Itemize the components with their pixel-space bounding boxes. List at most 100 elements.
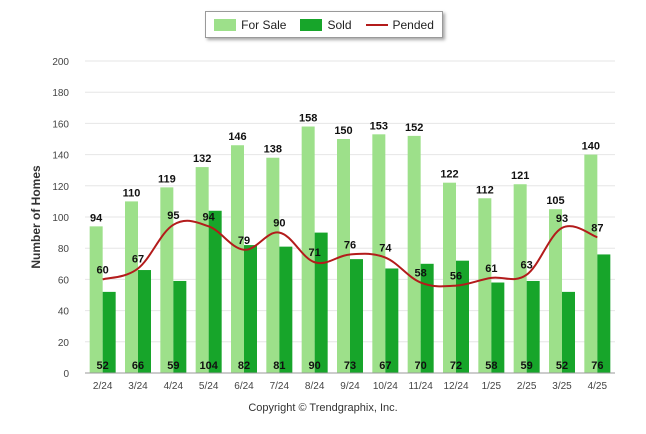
sold-bar[interactable] (173, 280, 187, 373)
legend-item-pended[interactable]: Pended (365, 17, 434, 32)
y-tick-label: 20 (58, 338, 70, 349)
sold-value-label: 76 (591, 360, 603, 372)
legend: For Sale Sold Pended (205, 11, 443, 38)
for-sale-bar[interactable] (195, 167, 209, 373)
for-sale-value-label: 150 (334, 125, 352, 137)
pended-line[interactable] (102, 219, 598, 288)
for-sale-value-label: 140 (582, 141, 600, 153)
x-tick-label: 12/24 (443, 381, 468, 392)
for-sale-value-label: 105 (546, 195, 564, 207)
for-sale-value-label: 138 (264, 144, 282, 156)
for-sale-bar[interactable] (549, 209, 562, 373)
x-tick-label: 3/24 (128, 381, 148, 392)
for-sale-bar[interactable] (584, 154, 598, 373)
for-sale-value-label: 122 (440, 169, 458, 181)
sold-bar[interactable] (562, 291, 575, 373)
y-tick-label: 0 (63, 369, 69, 380)
pended-value-label: 71 (309, 247, 321, 259)
sold-value-label: 104 (199, 360, 218, 372)
for-sale-value-label: 94 (90, 212, 103, 224)
sold-bar[interactable] (208, 210, 222, 373)
pended-value-label: 60 (97, 264, 109, 276)
y-tick-label: 120 (52, 182, 69, 193)
legend-label-for-sale: For Sale (241, 17, 287, 32)
for-sale-bar[interactable] (372, 134, 386, 373)
x-tick-label: 9/24 (340, 381, 360, 392)
for-sale-bar[interactable] (125, 201, 138, 373)
x-tick-label: 8/24 (305, 381, 325, 392)
pended-value-label: 93 (556, 213, 568, 225)
sold-value-label: 67 (379, 360, 391, 372)
sold-bar[interactable] (138, 270, 151, 373)
pended-value-label: 95 (167, 210, 179, 222)
x-tick-label: 2/24 (93, 381, 113, 392)
for-sale-bar[interactable] (266, 157, 280, 373)
pended-value-label: 94 (203, 211, 216, 223)
x-tick-label: 4/24 (164, 381, 184, 392)
for-sale-bar[interactable] (231, 145, 244, 373)
sold-value-label: 70 (415, 360, 427, 372)
sold-bar[interactable] (314, 232, 328, 373)
pended-value-label: 58 (415, 268, 427, 280)
for-sale-bar[interactable] (478, 198, 492, 373)
sold-value-label: 73 (344, 360, 356, 372)
pended-value-label: 63 (521, 260, 533, 272)
for-sale-bar[interactable] (301, 126, 315, 374)
y-tick-label: 180 (52, 88, 69, 99)
sold-value-label: 90 (309, 360, 321, 372)
y-tick-label: 40 (58, 307, 70, 318)
sold-bar[interactable] (420, 263, 434, 373)
sold-value-label: 58 (485, 360, 497, 372)
x-axis-ticks: 2/24 3/24 4/24 5/24 6/24 7/24 8/24 9/24 10/24 11/… (93, 381, 608, 392)
y-tick-label: 160 (52, 119, 69, 130)
sold-bar[interactable] (526, 280, 540, 373)
legend-label-pended: Pended (392, 17, 434, 32)
y-tick-label: 200 (52, 57, 69, 68)
for-sale-value-label: 112 (476, 184, 494, 196)
legend-label-sold: Sold (327, 17, 352, 32)
pended-value-label: 61 (485, 263, 497, 275)
sold-value-label: 52 (556, 360, 568, 372)
pended-value-label: 87 (591, 222, 603, 234)
legend-item-sold[interactable]: Sold (300, 17, 352, 32)
pended-value-label: 74 (379, 243, 392, 255)
x-tick-label: 11/24 (409, 381, 434, 392)
sold-bar[interactable] (102, 291, 116, 373)
y-tick-label: 100 (52, 213, 69, 224)
y-tick-label: 60 (58, 275, 70, 286)
for-sale-bar[interactable] (443, 182, 456, 373)
x-tick-label: 5/24 (199, 381, 219, 392)
for-sale-value-label: 153 (370, 120, 388, 132)
sold-value-label: 72 (450, 360, 462, 372)
sold-bar[interactable] (244, 245, 257, 373)
for-sale-value-label: 110 (123, 187, 141, 199)
for-sale-value-label: 146 (228, 131, 246, 143)
pended-value-label: 76 (344, 239, 356, 251)
pended-value-label: 79 (238, 235, 250, 247)
sold-bar[interactable] (279, 246, 293, 373)
sold-bar[interactable] (597, 254, 611, 373)
sold-value-label: 59 (167, 360, 179, 372)
sold-bar[interactable] (385, 268, 399, 373)
x-tick-label: 3/25 (552, 381, 572, 392)
sold-value-label: 82 (238, 360, 250, 372)
y-tick-label: 80 (58, 244, 70, 255)
sold-swatch (300, 18, 323, 31)
for-sale-value-label: 132 (193, 153, 211, 165)
x-tick-label: 1/25 (482, 381, 502, 392)
sold-bar[interactable] (456, 260, 469, 373)
pended-value-label: 56 (450, 271, 462, 283)
legend-item-for-sale[interactable]: For Sale (214, 18, 286, 32)
sold-bar[interactable] (491, 282, 505, 373)
for-sale-bar[interactable] (89, 226, 103, 373)
data-labels: 94 52 110 66 119 59 132 104 146 82 138 81 158 90 150 73… (90, 113, 603, 372)
sold-bar[interactable] (350, 259, 363, 373)
for-sale-bar[interactable] (407, 135, 421, 373)
for-sale-value-label: 121 (511, 170, 529, 182)
for-sale-swatch (214, 18, 237, 31)
sold-value-label: 52 (97, 360, 109, 372)
for-sale-value-label: 158 (299, 113, 317, 125)
pended-value-label: 67 (132, 253, 144, 265)
pended-value-label: 90 (273, 218, 285, 230)
